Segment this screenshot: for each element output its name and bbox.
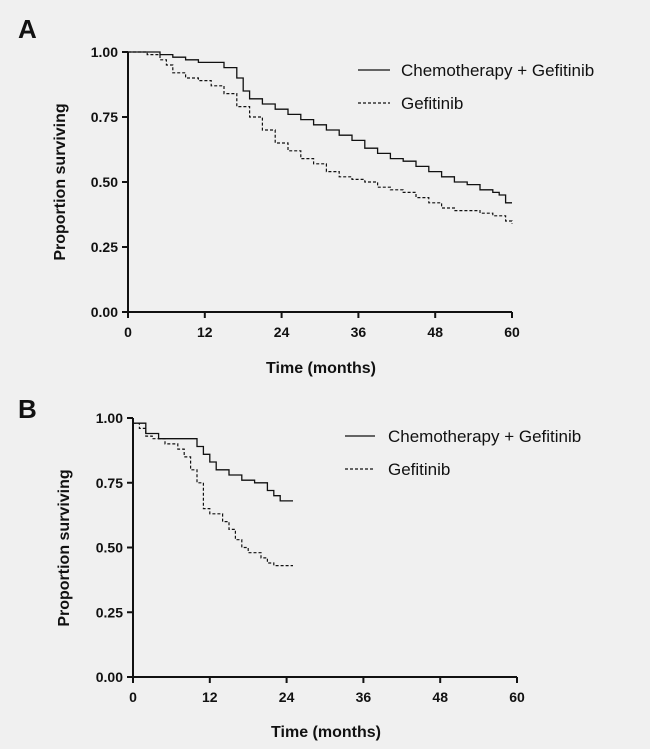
panel-b-y-tick-label-0: 0.00 <box>96 669 123 685</box>
panel-b-plot-area <box>133 422 293 567</box>
panel-a-legend: Chemotherapy + Gefitinib Gefitinib <box>358 61 594 113</box>
panel-b-series-chemo-gefitinib-line <box>133 422 293 502</box>
panel-b-legend: Chemotherapy + Gefitinib Gefitinib <box>345 427 581 479</box>
panel-b-series-gefitinib-line <box>133 422 293 567</box>
panel-b-y-tick-label-1: 1.00 <box>96 410 123 426</box>
panel-a-y-axis-title: Proportion surviving <box>52 103 69 260</box>
panel-a-x-tick-label-36: 36 <box>351 324 367 340</box>
panel-a-y-tick-label-0: 0.00 <box>91 304 118 320</box>
panel-b-x-axis-title: Time (months) <box>271 724 381 741</box>
panel-a-series-gefitinib-line <box>128 51 513 224</box>
panel-a-x-tick-label-12: 12 <box>197 324 213 340</box>
panel-a-ticks: 0 12 24 36 48 60 0.00 0.25 0.50 0.75 1.00 <box>91 44 520 340</box>
panel-b-x-tick-label-60: 60 <box>509 689 525 705</box>
panel-b-y-tick-label-0-75: 0.75 <box>96 475 123 491</box>
panel-a-y-tick-label-0-25: 0.25 <box>91 239 118 255</box>
panel-b-ticks: 0 12 24 36 48 60 0.00 0.25 0.50 0.75 1.00 <box>96 410 525 705</box>
panel-a-legend-label-gefitinib: Gefitinib <box>401 94 463 113</box>
panel-a-y-tick-label-0-75: 0.75 <box>91 109 118 125</box>
panel-b-y-axis-title: Proportion surviving <box>56 469 73 626</box>
panel-b-x-tick-label-0: 0 <box>129 689 137 705</box>
panel-a-x-axis-title: Time (months) <box>266 360 376 377</box>
panel-a-plot-area <box>128 51 513 224</box>
panel-a-x-tick-label-60: 60 <box>504 324 520 340</box>
panel-b-x-tick-label-36: 36 <box>356 689 372 705</box>
panel-b-y-tick-label-0-5: 0.50 <box>96 540 123 556</box>
panel-b-chart: B 0 12 24 36 48 60 0.00 0.25 0.50 0.75 1.00 Time (… <box>18 394 581 741</box>
panel-b-letter: B <box>18 394 37 424</box>
panel-b-legend-label-combo: Chemotherapy + Gefitinib <box>388 427 581 446</box>
panel-a-x-tick-label-48: 48 <box>427 324 443 340</box>
panel-b-y-tick-label-0-25: 0.25 <box>96 604 123 620</box>
panel-b-x-tick-label-24: 24 <box>279 689 295 705</box>
panel-a-y-tick-label-0-5: 0.50 <box>91 174 118 190</box>
panel-b-x-tick-label-12: 12 <box>202 689 218 705</box>
panel-a-chart: A 0 12 24 36 48 60 0.00 0.25 0.50 0.75 1.00 Time (… <box>18 14 594 377</box>
panel-a-x-tick-label-24: 24 <box>274 324 290 340</box>
panel-b-x-tick-label-48: 48 <box>432 689 448 705</box>
panel-b-legend-label-gefitinib: Gefitinib <box>388 460 450 479</box>
panel-a-series-chemo-gefitinib-line <box>128 51 512 204</box>
panel-a-y-tick-label-1: 1.00 <box>91 44 118 60</box>
panel-a-x-tick-label-0: 0 <box>124 324 132 340</box>
panel-a-legend-label-combo: Chemotherapy + Gefitinib <box>401 61 594 80</box>
panel-a-letter: A <box>18 14 37 44</box>
